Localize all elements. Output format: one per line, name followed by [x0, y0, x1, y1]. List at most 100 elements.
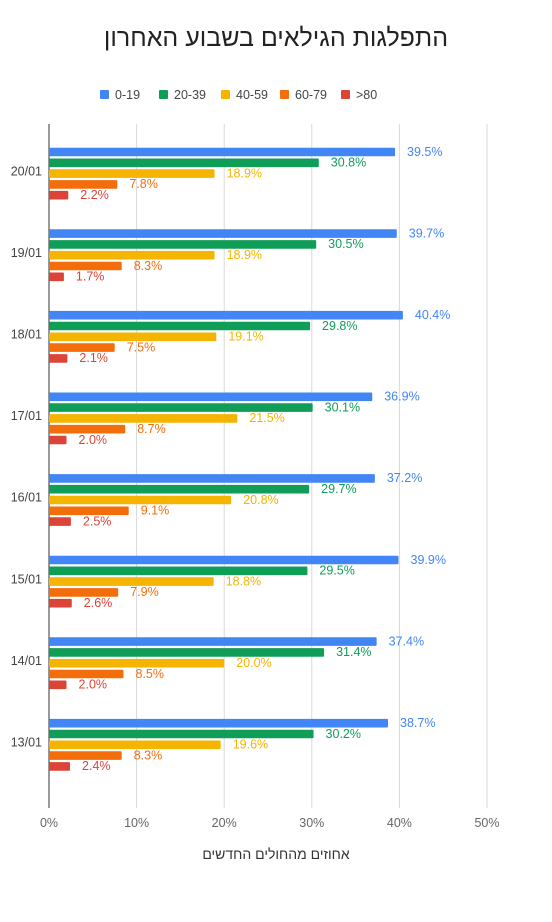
legend-swatch [341, 90, 350, 99]
x-tick-label: 20% [212, 816, 237, 830]
bar [49, 343, 115, 352]
bar [49, 354, 68, 363]
x-tick-label: 50% [474, 816, 499, 830]
bar [49, 332, 217, 342]
bar [49, 577, 214, 586]
data-label: 19.1% [228, 330, 263, 344]
x-tick-label: 10% [124, 816, 149, 830]
data-label: 9.1% [141, 504, 170, 518]
legend-label: 0-19 [115, 88, 141, 102]
bar [49, 158, 319, 168]
x-tick-label: 0% [40, 816, 58, 830]
legend-label: 60-79 [295, 88, 327, 102]
bar [49, 762, 71, 771]
data-label: 18.9% [227, 166, 262, 180]
data-label: 8.3% [134, 748, 163, 762]
data-label: 39.5% [407, 145, 442, 159]
bar [49, 637, 377, 646]
bar [49, 147, 396, 157]
data-label: 21.5% [249, 411, 284, 425]
legend-swatch [280, 90, 289, 99]
data-label: 20.0% [236, 656, 271, 670]
legend-item: 0-19 [100, 88, 140, 102]
data-label: 8.5% [135, 667, 164, 681]
data-label: 39.7% [409, 226, 444, 240]
bar [49, 740, 221, 750]
bar [49, 321, 311, 331]
data-label: 2.0% [79, 433, 108, 447]
bar [49, 517, 71, 526]
category-label: 18/01 [11, 327, 42, 341]
data-label: 2.0% [79, 678, 108, 692]
data-label: 30.2% [326, 727, 361, 741]
bar [49, 229, 397, 238]
data-label: 36.9% [384, 390, 419, 404]
data-label: 29.8% [322, 319, 357, 333]
data-label: 1.7% [76, 270, 105, 284]
legend-item: 40-59 [221, 88, 268, 102]
data-label: 38.7% [400, 716, 435, 730]
data-label: 40.4% [415, 308, 450, 322]
bar [49, 495, 232, 505]
bar [49, 588, 119, 597]
x-axis-label: אחוזים מהחולים החדשים [202, 846, 350, 862]
bar [49, 555, 399, 565]
legend-item: 60-79 [280, 88, 327, 102]
bar [49, 658, 225, 668]
data-label: 7.9% [130, 585, 159, 599]
data-label: 8.7% [137, 422, 166, 436]
bar [49, 180, 118, 189]
bar [49, 190, 69, 200]
data-label: 2.6% [84, 596, 113, 610]
data-label: 20.8% [243, 493, 278, 507]
bar [49, 240, 317, 249]
legend-label: >80 [356, 88, 378, 102]
data-label: 7.5% [127, 340, 156, 354]
data-label: 2.2% [80, 188, 109, 202]
data-label: 7.8% [129, 177, 158, 191]
data-label: 2.4% [82, 759, 111, 773]
data-label: 18.9% [227, 248, 262, 262]
x-tick-label: 30% [299, 816, 324, 830]
data-label: 2.1% [79, 351, 108, 365]
bar [49, 751, 122, 760]
data-label: 19.6% [233, 738, 268, 752]
legend-swatch [100, 90, 109, 99]
category-label: 19/01 [11, 246, 42, 260]
chart-title: התפלגות הגילאים בשבוע האחרון [103, 24, 449, 52]
category-label: 17/01 [11, 409, 42, 423]
bar [49, 648, 325, 657]
data-label: 39.9% [411, 553, 446, 567]
x-tick-label: 40% [387, 816, 412, 830]
bar [49, 566, 308, 576]
bar [49, 392, 373, 402]
legend-label: 20-39 [174, 88, 206, 102]
bar [49, 484, 310, 494]
data-label: 29.7% [321, 482, 356, 496]
data-label: 2.5% [83, 514, 112, 528]
data-label: 18.8% [226, 574, 261, 588]
bar [49, 272, 64, 282]
bar [49, 598, 72, 608]
bar [49, 680, 67, 690]
bar [49, 718, 389, 728]
chart-legend: 0-19 20-39 40-59 60-79 >80 [0, 88, 552, 108]
legend-item: >80 [341, 88, 377, 102]
legend-swatch [159, 90, 168, 99]
data-label: 30.5% [328, 237, 363, 251]
data-label: 37.4% [389, 634, 424, 648]
bar [49, 669, 124, 679]
data-label: 37.2% [387, 471, 422, 485]
bar [49, 435, 67, 445]
bar [49, 169, 215, 178]
data-label: 31.4% [336, 645, 371, 659]
bar [49, 424, 126, 434]
bar [49, 506, 129, 516]
category-label: 14/01 [11, 654, 42, 668]
bar [49, 250, 215, 260]
legend-swatch [221, 90, 230, 99]
bar [49, 414, 238, 423]
category-label: 13/01 [11, 735, 42, 749]
data-label: 30.8% [331, 156, 366, 170]
